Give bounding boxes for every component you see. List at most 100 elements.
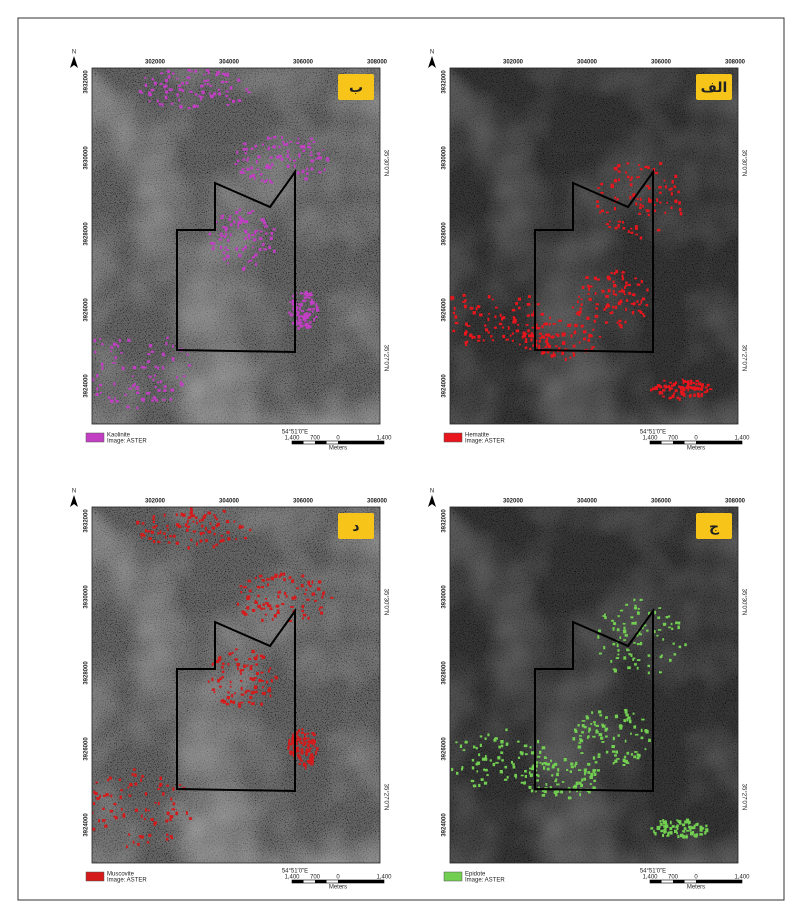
mineral-pixel <box>467 325 470 327</box>
mineral-pixel <box>515 320 517 323</box>
mineral-pixel <box>296 731 298 734</box>
mineral-pixel <box>588 287 590 290</box>
mineral-pixel <box>101 363 103 367</box>
mineral-pixel <box>268 689 272 692</box>
mineral-pixel <box>200 540 203 543</box>
mineral-pixel <box>495 762 498 764</box>
mineral-pixel <box>250 665 253 667</box>
mineral-pixel <box>587 771 590 774</box>
mineral-pixel <box>273 136 276 138</box>
mineral-pixel <box>313 141 316 143</box>
mineral-pixel <box>240 591 242 593</box>
mineral-pixel <box>96 393 99 396</box>
mineral-pixel <box>151 399 154 401</box>
mineral-pixel <box>561 352 564 355</box>
mineral-pixel <box>309 585 311 587</box>
mineral-pixel <box>690 382 692 385</box>
mineral-pixel <box>645 166 648 168</box>
mineral-pixel <box>679 823 682 825</box>
mineral-pixel <box>157 788 160 790</box>
mineral-pixel <box>153 521 155 523</box>
mineral-pixel <box>642 313 644 315</box>
mineral-pixel <box>141 398 144 400</box>
mineral-pixel <box>678 385 680 388</box>
mineral-pixel <box>668 615 670 617</box>
mineral-pixel <box>531 789 533 792</box>
mineral-pixel <box>149 392 151 394</box>
mineral-pixel <box>608 226 611 228</box>
mineral-pixel <box>320 607 323 609</box>
mineral-pixel <box>240 673 242 675</box>
mineral-pixel <box>101 367 103 370</box>
mineral-pixel <box>612 751 615 753</box>
scale-label: 700 <box>310 436 321 442</box>
mineral-pixel <box>172 787 174 790</box>
mineral-pixel <box>677 835 679 838</box>
mineral-pixel <box>624 293 626 295</box>
mineral-pixel <box>591 348 593 350</box>
mineral-pixel <box>289 158 291 161</box>
legend-source: Image: ASTER <box>465 878 505 884</box>
mineral-pixel <box>261 586 264 588</box>
mineral-pixel <box>208 71 210 74</box>
mineral-pixel <box>149 100 151 102</box>
mineral-pixel <box>257 595 259 597</box>
mineral-pixel <box>637 667 639 670</box>
mineral-pixel <box>323 149 325 151</box>
mineral-pixel <box>315 753 317 755</box>
mineral-pixel <box>613 290 615 293</box>
mineral-pixel <box>237 224 239 226</box>
mineral-pixel <box>249 260 252 262</box>
mineral-pixel <box>614 754 617 756</box>
mineral-pixel <box>147 841 149 843</box>
mineral-pixel <box>287 143 289 146</box>
mineral-pixel <box>640 300 642 304</box>
mineral-pixel <box>135 809 138 812</box>
mineral-pixel <box>276 605 280 608</box>
mineral-pixel <box>623 627 625 630</box>
mineral-pixel <box>254 657 258 661</box>
mineral-pixel <box>670 188 672 191</box>
mineral-pixel <box>119 779 121 781</box>
mineral-pixel <box>556 333 558 335</box>
mineral-pixel <box>542 790 545 792</box>
mineral-pixel <box>525 347 527 349</box>
mineral-pixel <box>476 747 478 749</box>
mineral-pixel <box>623 623 626 625</box>
mineral-pixel <box>77 803 80 805</box>
mineral-pixel <box>674 200 677 203</box>
mineral-pixel <box>144 77 146 79</box>
mineral-pixel <box>614 207 616 210</box>
mineral-pixel <box>272 618 274 621</box>
mineral-pixel <box>234 163 237 165</box>
mineral-pixel <box>525 341 528 344</box>
mineral-pixel <box>646 289 648 292</box>
mineral-pixel <box>237 78 239 81</box>
mineral-pixel <box>235 538 237 540</box>
mineral-pixel <box>225 246 227 248</box>
mineral-pixel <box>631 753 633 755</box>
mineral-pixel <box>249 696 252 699</box>
x-tick-label: 306000 <box>293 60 314 66</box>
mineral-pixel <box>658 607 661 609</box>
mineral-pixel <box>98 819 100 822</box>
mineral-pixel <box>573 737 576 741</box>
mineral-pixel <box>183 375 186 377</box>
y-tick-label: 3930000 <box>442 585 448 609</box>
mineral-pixel <box>704 831 706 834</box>
mineral-pixel <box>234 222 236 224</box>
mineral-pixel <box>110 810 113 813</box>
mineral-pixel <box>139 90 142 93</box>
x-tick-label: 304000 <box>219 60 240 66</box>
north-label: N <box>72 50 76 56</box>
mineral-pixel <box>298 138 300 140</box>
mineral-pixel <box>227 75 229 78</box>
mineral-pixel <box>593 780 596 782</box>
y-tick-label: 3928000 <box>84 661 90 685</box>
mineral-pixel <box>635 202 637 205</box>
mineral-pixel <box>636 176 640 178</box>
mineral-pixel <box>620 610 623 612</box>
scale-label: 0 <box>694 875 698 881</box>
mineral-pixel <box>701 386 704 388</box>
mineral-pixel <box>311 758 314 760</box>
